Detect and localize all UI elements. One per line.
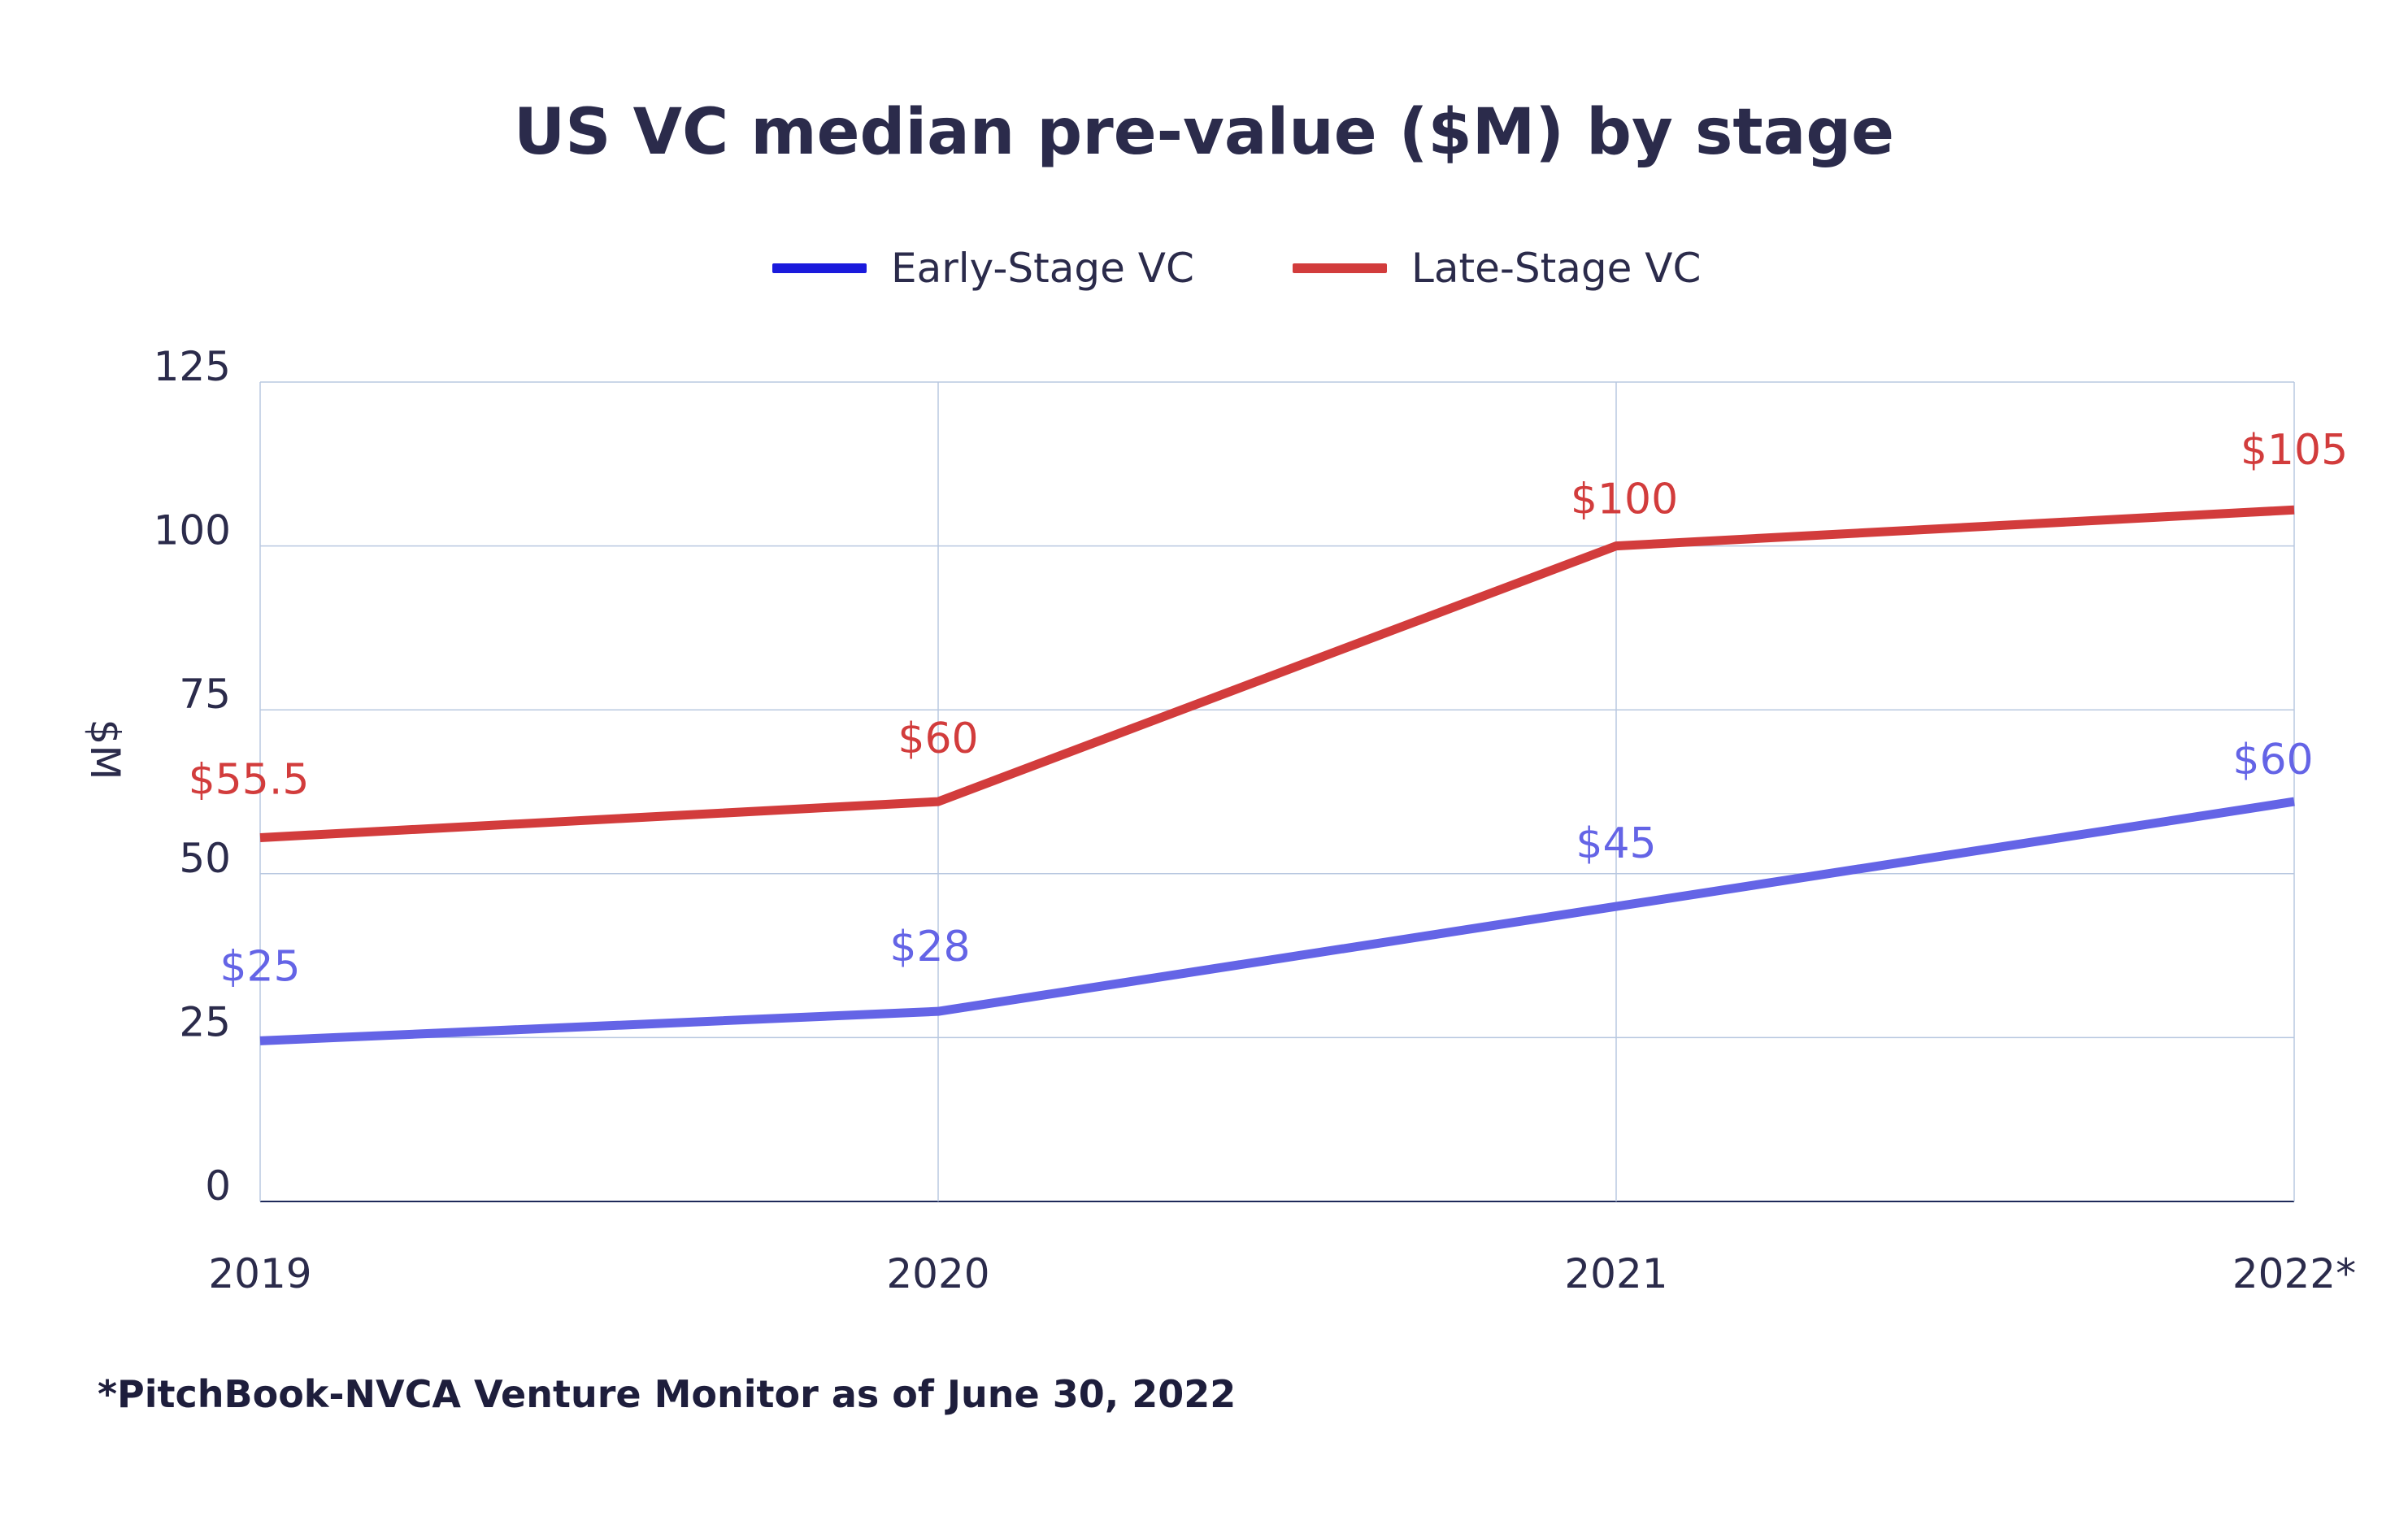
y-tick-0: 0 — [205, 1162, 231, 1210]
data-label-early-2022: $60 — [2232, 736, 2313, 784]
data-label-late-2020: $60 — [898, 715, 978, 763]
data-label-early-2021: $45 — [1576, 819, 1656, 868]
series-line-early-stage — [259, 797, 2295, 1045]
series-lines — [259, 505, 2295, 1045]
footnote: *PitchBook-NVCA Venture Monitor as of Ju… — [98, 1372, 1237, 1416]
x-axis-ticks: 2019 2020 2021 2022* — [208, 1250, 2356, 1297]
legend-label-early-stage: Early-Stage VC — [891, 245, 1194, 292]
y-tick-75: 75 — [179, 671, 231, 718]
legend: Early-Stage VC Late-Stage VC — [0, 244, 2408, 293]
legend-swatch-late-stage — [1293, 263, 1387, 273]
legend-label-late-stage: Late-Stage VC — [1411, 245, 1702, 292]
data-label-late-2021: $100 — [1571, 476, 1678, 524]
x-tick-2020: 2020 — [886, 1250, 989, 1297]
data-label-late-2022: $105 — [2241, 426, 2348, 475]
data-labels: $25 $28 $45 $60 $55.5 $60 $100 $105 — [189, 426, 2349, 991]
y-axis-label: $M — [81, 719, 128, 780]
x-tick-2019: 2019 — [208, 1250, 311, 1297]
data-label-late-2019: $55.5 — [189, 755, 310, 804]
y-tick-125: 125 — [154, 343, 231, 390]
chart-title: US VC median pre-value ($M) by stage — [513, 96, 1895, 169]
legend-item-late-stage: Late-Stage VC — [1293, 244, 1701, 293]
legend-item-early-stage: Early-Stage VC — [772, 244, 1194, 293]
y-tick-50: 50 — [179, 835, 231, 882]
y-tick-25: 25 — [179, 998, 231, 1045]
data-label-early-2019: $25 — [220, 942, 300, 991]
legend-swatch-early-stage — [772, 263, 867, 273]
data-label-early-2020: $28 — [889, 923, 970, 971]
grid-lines — [259, 381, 2295, 1202]
series-line-late-stage — [259, 505, 2295, 842]
x-tick-2021: 2021 — [1564, 1250, 1667, 1297]
y-axis-ticks: 0 25 50 75 100 125 — [154, 343, 231, 1210]
x-tick-2022: 2022* — [2232, 1250, 2356, 1297]
y-tick-100: 100 — [154, 507, 231, 554]
